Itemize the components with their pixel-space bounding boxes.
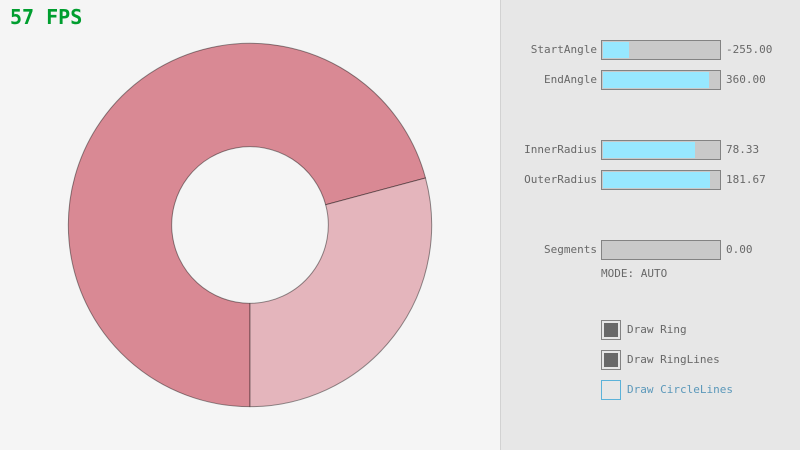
fps-counter: 57 FPS [10, 5, 83, 29]
draw-circlelines-checkbox[interactable] [601, 380, 621, 400]
innerradius-label: InnerRadius [524, 143, 597, 156]
startangle-slider-fill [603, 42, 629, 58]
endangle-label: EndAngle [544, 73, 597, 86]
segments-value: 0.00 [726, 243, 753, 256]
segments-mode-label: MODE: AUTO [601, 267, 668, 280]
innerradius-slider[interactable] [601, 140, 721, 160]
draw-circlelines-row: Draw CircleLines [601, 380, 800, 400]
outerradius-label: OuterRadius [524, 173, 597, 186]
draw-ringlines-checkbox[interactable] [601, 350, 621, 370]
outerradius-value: 181.67 [726, 173, 766, 186]
draw-ring-check-mark [604, 323, 618, 337]
draw-ring-row: Draw Ring [601, 320, 800, 340]
endangle-row: EndAngle 360.00 [501, 70, 800, 90]
endangle-slider[interactable] [601, 70, 721, 90]
endangle-value: 360.00 [726, 73, 766, 86]
draw-ringlines-label: Draw RingLines [627, 353, 720, 366]
ring-light-wedge [249, 177, 433, 408]
startangle-slider[interactable] [601, 40, 721, 60]
segments-slider[interactable] [601, 240, 721, 260]
endangle-slider-fill [603, 72, 710, 88]
draw-ring-checkbox[interactable] [601, 320, 621, 340]
controls-panel: StartAngle -255.00 EndAngle 360.00 Inner… [500, 0, 800, 450]
draw-ringlines-check-mark [604, 353, 618, 367]
draw-ring-label: Draw Ring [627, 323, 687, 336]
startangle-value: -255.00 [726, 43, 773, 56]
draw-ringlines-row: Draw RingLines [601, 350, 800, 370]
innerradius-value: 78.33 [726, 143, 760, 156]
segments-row: Segments 0.00 [501, 240, 800, 260]
outerradius-slider[interactable] [601, 170, 721, 190]
outerradius-row: OuterRadius 181.67 [501, 170, 800, 190]
draw-circlelines-label: Draw CircleLines [627, 383, 733, 396]
startangle-label: StartAngle [530, 43, 597, 56]
startangle-row: StartAngle -255.00 [501, 40, 800, 60]
segments-label: Segments [544, 243, 597, 256]
outerradius-slider-fill [603, 172, 711, 188]
ring-dark-wedge [67, 42, 427, 408]
innerradius-row: InnerRadius 78.33 [501, 140, 800, 160]
innerradius-slider-fill [603, 142, 696, 158]
